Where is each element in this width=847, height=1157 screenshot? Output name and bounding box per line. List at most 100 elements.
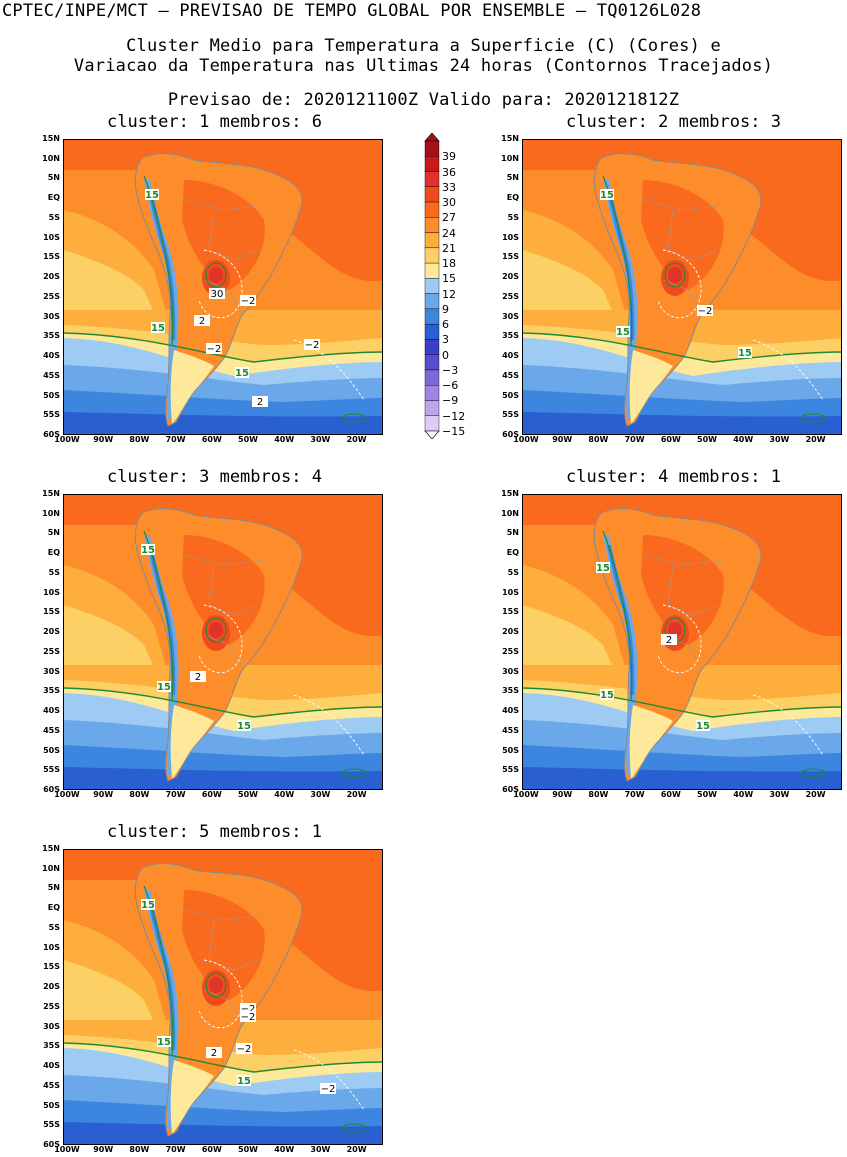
longitude-tick-label: 70W: [165, 790, 186, 799]
colorbar-label: 36: [442, 165, 456, 179]
land-hot-core: [209, 267, 223, 283]
svg-text:2: 2: [199, 316, 205, 327]
contour-15: [523, 687, 841, 718]
variation-label: −2: [240, 1011, 256, 1023]
latitude-tick-label: 25S: [502, 291, 519, 301]
colorbar-swatch: [424, 308, 440, 325]
longitude-tick-label: 80W: [129, 435, 150, 444]
svg-text:−2: −2: [241, 1004, 256, 1015]
latitude-tick-label: 20S: [43, 627, 60, 637]
patagonia-cool-zone: [629, 705, 673, 779]
contour-15: [523, 332, 841, 363]
longitude-tick-label: 50W: [238, 435, 258, 444]
contour-label-15: 15: [600, 189, 614, 201]
colorbar-swatch: [424, 201, 440, 218]
colorbar-label: 27: [442, 211, 456, 225]
latitude-tick-label: 10N: [501, 153, 519, 163]
variation-label: 2: [194, 315, 210, 327]
longitude-tick-label: 30W: [769, 435, 790, 444]
svg-text:15: 15: [235, 368, 249, 379]
contour-30: [205, 262, 227, 288]
longitude-tick-label: 80W: [129, 1145, 150, 1154]
svg-text:−2: −2: [321, 1084, 336, 1095]
temperature-map: 15 15 15 −2: [522, 139, 842, 435]
patagonia-cool-zone: [170, 350, 214, 424]
svg-text:15: 15: [596, 563, 610, 574]
colorbar-swatch: [424, 140, 440, 157]
latitude-tick-label: 10N: [42, 863, 60, 873]
latitude-tick-label: 60S: [502, 430, 519, 439]
coastline: [134, 153, 303, 427]
contour-15-ocean: [341, 1123, 367, 1133]
longitude-tick-label: 60W: [201, 435, 222, 444]
svg-text:−2: −2: [241, 296, 256, 307]
coastline: [593, 153, 762, 427]
longitude-tick-label: 70W: [165, 435, 186, 444]
colorbar-label: −3: [442, 363, 459, 377]
andes-cold-strip: [144, 180, 179, 420]
latitude-tick-label: 25S: [43, 1001, 60, 1011]
longitude-tick-label: 70W: [624, 790, 645, 799]
contour-15: [64, 1042, 382, 1073]
latitude-tick-label: 5N: [506, 528, 519, 538]
contour-15-ocean: [800, 413, 826, 423]
coastline: [593, 508, 762, 782]
svg-text:15: 15: [616, 327, 630, 338]
longitude-tick-label: 90W: [93, 790, 114, 799]
latitude-tick-label: 40S: [502, 706, 519, 716]
latitude-tick-label: 40S: [502, 351, 519, 361]
latitude-tick-label: 5S: [507, 212, 519, 222]
longitude-tick-label: 20W: [346, 435, 367, 444]
panel-title: cluster: 1 membros: 6: [107, 112, 322, 132]
contour-label-15: 15: [157, 681, 171, 693]
latitude-tick-label: 60S: [43, 430, 60, 439]
svg-text:15: 15: [600, 190, 614, 201]
country-borders: [183, 909, 265, 1026]
panel-title: cluster: 3 membros: 4: [107, 467, 322, 487]
temperature-map: 15 15 15 2: [522, 494, 842, 790]
svg-text:15: 15: [600, 690, 614, 701]
latitude-tick-label: 30S: [502, 666, 519, 676]
colorbar-label: 6: [442, 318, 449, 332]
colorbar-bottom-arrow: [424, 430, 440, 440]
band-27-30: [64, 140, 382, 282]
colorbar-label: 39: [442, 150, 456, 164]
latitude-tick-label: 40S: [43, 706, 60, 716]
latitude-tick-label: 15N: [42, 134, 60, 143]
map-canvas: 15 15 15 −2: [523, 140, 841, 434]
longitude-tick-label: 60W: [660, 435, 681, 444]
longitude-tick-label: 40W: [733, 435, 754, 444]
map-canvas: 15 15 15 2: [64, 495, 382, 789]
contour-label-15: 15: [145, 189, 159, 201]
latitude-tick-label: 30S: [43, 1021, 60, 1031]
country-borders: [183, 554, 265, 671]
svg-text:−2: −2: [698, 306, 713, 317]
variation-label: 2: [252, 396, 268, 408]
colorbar-label: 3: [442, 333, 449, 347]
contour-30: [205, 617, 227, 643]
latitude-tick-label: 45S: [43, 725, 60, 735]
contour-30: [205, 972, 227, 998]
colorbar-swatch: [424, 400, 440, 416]
svg-text:15: 15: [237, 1076, 251, 1087]
longitude-tick-label: 60W: [201, 1145, 222, 1154]
colorbar-swatch: [424, 156, 440, 172]
coastline: [134, 508, 303, 782]
latitude-tick-label: 5N: [47, 883, 60, 893]
colorbar-swatch: [424, 217, 440, 233]
svg-text:2: 2: [666, 635, 672, 646]
colorbar-label: 24: [442, 226, 456, 240]
latitude-tick-label: 15S: [43, 962, 60, 972]
longitude-tick-label: 40W: [274, 1145, 295, 1154]
latitude-tick-label: 40S: [43, 1061, 60, 1071]
svg-text:15: 15: [157, 682, 171, 693]
latitude-tick-label: 10N: [42, 508, 60, 518]
variation-contour: [293, 339, 365, 401]
svg-text:15: 15: [696, 721, 710, 732]
colorbar-label: −15: [442, 425, 466, 438]
contour-label-15: 15: [696, 720, 710, 732]
latitude-tick-label: 15N: [501, 489, 519, 498]
colorbar-swatch: [424, 323, 440, 340]
colorbar-label: 30: [442, 196, 456, 210]
contour-15-andes: [602, 530, 633, 702]
